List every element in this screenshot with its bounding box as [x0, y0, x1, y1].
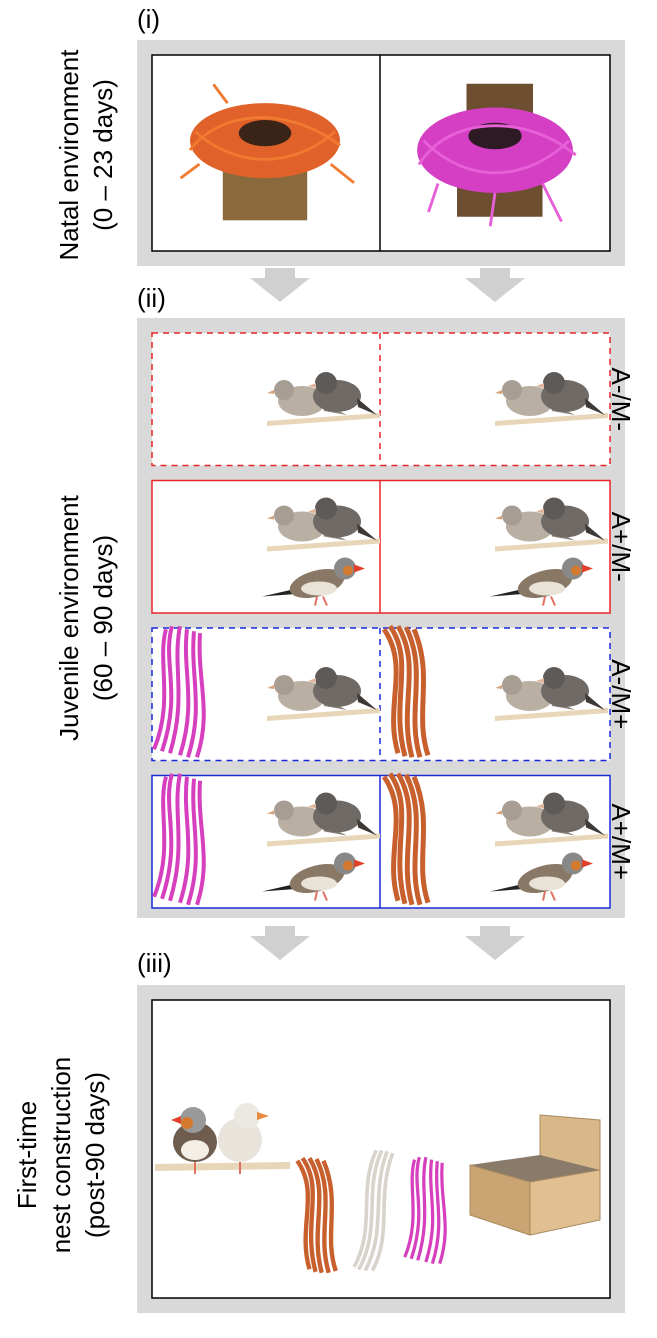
condition-label: A+/M+: [606, 803, 636, 880]
figure: (i) Natal environment (0 – 23 days) (ii)…: [0, 0, 657, 1333]
panel-title: First-time: [12, 1101, 42, 1209]
arrow: [250, 926, 310, 960]
panel-title: (post-90 days): [80, 1072, 110, 1238]
panel-title: Juvenile environment: [54, 494, 84, 740]
arrow: [250, 268, 310, 302]
panel-title: (60 – 90 days): [88, 535, 118, 701]
arrow: [465, 926, 525, 960]
arrow: [465, 268, 525, 302]
panel-label: (i): [137, 4, 160, 34]
panel-title: Natal environment: [54, 49, 84, 261]
panel-label: (iii): [137, 948, 172, 978]
panel-title: (0 – 23 days): [88, 79, 118, 231]
condition-label: A+/M-: [606, 512, 636, 582]
panel-title: nest construction: [46, 1057, 76, 1254]
panel-label: (ii): [137, 283, 166, 313]
condition-label: A-/M-: [606, 367, 636, 431]
condition-label: A-/M+: [606, 659, 636, 729]
